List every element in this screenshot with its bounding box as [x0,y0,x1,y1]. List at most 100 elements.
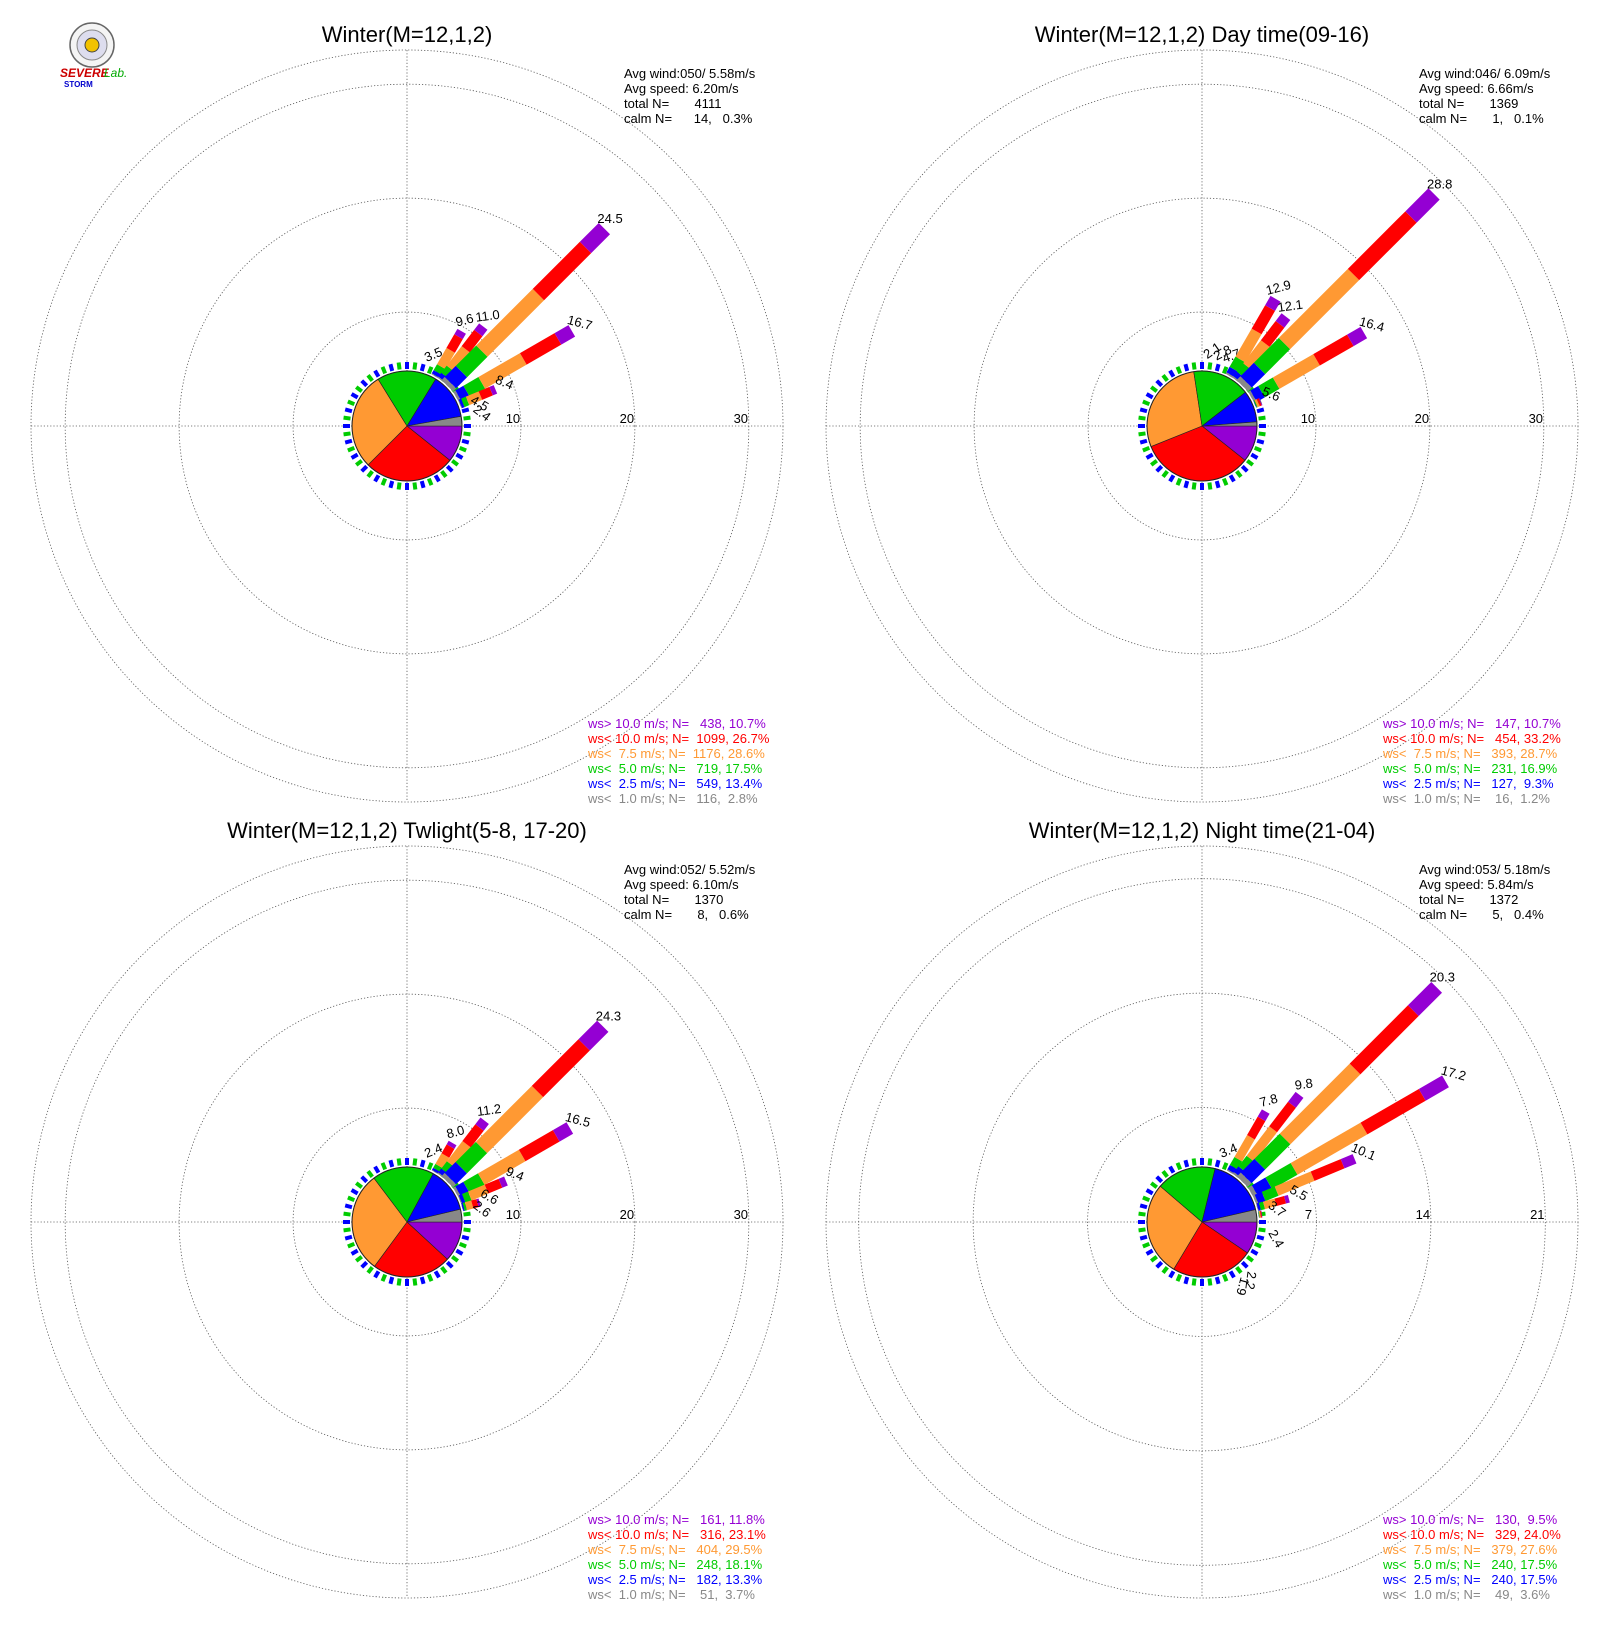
minor-sector-bar [1228,1270,1236,1279]
minor-sector-bar [1175,1162,1183,1171]
minor-sector-bar [461,407,470,414]
sector-bar-segment [1234,1166,1247,1179]
minor-sector-bar [360,379,369,388]
legend-entry: ws< 7.5 m/s; N= 1176, 28.6% [587,746,765,761]
minor-sector-bar [1207,482,1213,490]
sector-bar-segment [1229,356,1246,373]
sector-bar-segment [465,391,483,406]
minor-sector-bar [355,1255,363,1263]
sector-bar: 8.4 [457,372,516,409]
minor-sector-bar [1246,1255,1254,1263]
minor-sector-bar [396,362,402,370]
speed-class-pie [351,1166,463,1278]
minor-sector-bar [463,1227,471,1233]
sector-bar-segment [458,1193,466,1205]
sector-value-label: 2.2 [1242,1271,1259,1291]
ring-label: 21 [1530,1207,1544,1222]
legend-entry: ws> 10.0 m/s; N= 161, 11.8% [587,1512,765,1527]
sector-bar-segment [431,373,441,380]
minor-sector-bar [373,1270,381,1279]
ring-label: 30 [734,1207,748,1222]
minor-sector-bar [396,482,402,490]
minor-sector-bar [1139,1203,1148,1210]
legend-entry: ws< 1.0 m/s; N= 16, 1.2% [1382,791,1550,806]
minor-sector-bar [1142,1241,1151,1249]
sector-bar-segment [519,333,562,365]
minor-sector-bar [366,1266,374,1274]
sector-value-label: 2.4 [1265,1227,1287,1250]
minor-sector-bar [373,1165,381,1174]
minor-sector-bar [1250,452,1259,460]
sector-bar: 3.4 [1217,1140,1239,1161]
minor-sector-bar [380,366,388,375]
pie-outline [1146,370,1258,482]
minor-sector-bar [1256,438,1265,445]
minor-sector-bar [1168,369,1176,378]
sector-value-label: 8.0 [445,1122,466,1141]
minor-sector-bar [360,1260,369,1269]
legend-entry: ws< 7.5 m/s; N= 393, 28.7% [1382,746,1558,761]
minor-sector-bar [1214,1159,1221,1168]
wind-rose-panel: 10 20 30 Winter(M=12,1,2) Day time(09-16) Av… [825,22,1579,806]
sector-bar-segment [467,1184,489,1201]
minor-sector-bar [1138,1227,1146,1233]
sector-value-label: 16.5 [564,1109,592,1130]
sector-value-label: 12.1 [1277,297,1304,315]
minor-sector-bar [1155,1260,1164,1269]
minor-sector-bar [419,1276,426,1285]
minor-sector-bar [380,477,388,486]
stat-line: calm N= 1, 0.1% [1419,111,1544,126]
minor-sector-bar [463,1211,471,1217]
sector-value-label: 1.9 [1233,1276,1252,1297]
sector-bar: 9.6 [431,310,475,380]
sector-bar-segment [433,1163,444,1173]
sector-value-label: 17.2 [1439,1063,1467,1084]
minor-sector-bar [355,1181,363,1189]
sector-bar-segment [1261,1186,1279,1202]
sector-bar-segment [1274,1196,1287,1207]
stat-line: Avg wind:050/ 5.58m/s [624,66,756,81]
sector-bar-segment [1236,1172,1252,1188]
legend-entry: ws> 10.0 m/s; N= 438, 10.7% [587,716,766,731]
minor-sector-bar [412,1158,418,1166]
minor-sector-bar [426,1162,434,1171]
legend-entry: ws> 10.0 m/s; N= 130, 9.5% [1382,1512,1558,1527]
sector-bar: 3.7 [1258,1197,1289,1220]
minor-sector-bar [1138,431,1146,437]
sector-bar-segment [464,1200,474,1211]
legend-entry: ws< 5.0 m/s; N= 248, 18.1% [587,1557,763,1572]
minor-sector-bar [1183,1276,1190,1285]
minor-sector-bar [1253,1241,1262,1249]
sector-bar-segment [1226,1169,1236,1175]
minor-sector-bar [343,415,351,421]
sector-value-label: 20.3 [1430,970,1455,985]
legend-entry: ws< 5.0 m/s; N= 719, 17.5% [587,761,763,776]
sector-bar-segment [1407,981,1443,1017]
minor-sector-bar [388,1276,395,1285]
sector-bar-segment [1313,334,1354,366]
sector-bar: 2.4 [422,1140,444,1161]
minor-sector-bar [419,1159,426,1168]
sector-bar-segment [1340,1154,1357,1169]
sector-bar-segment [1257,1109,1270,1122]
sector-bar-segment [476,288,545,357]
chart-title: Winter(M=12,1,2) Night time(21-04) [1029,818,1376,843]
sector-bar-segment [478,386,493,400]
minor-sector-bar [458,445,467,453]
sector-bars: 3.59.6 11.024.516.78.44.52.4 [422,211,623,424]
minor-sector-bar [373,474,381,483]
sector-bar-segment [1347,211,1417,281]
sector-bar-segment [454,328,466,340]
wind-rose-panel: 10 20 30 Winter(M=12,1,2) Avg wind:050/ 5.58… [30,22,784,806]
minor-sector-bar [1207,1278,1213,1286]
sector-bar-segment [1254,399,1260,408]
minor-sector-bar [347,1241,356,1249]
minor-sector-bar [412,1278,418,1286]
minor-sector-bar [463,415,471,421]
sector-bars: 2.48.011.224.316.59.46.62.6 [422,1009,621,1221]
legend-entry: ws< 2.5 m/s; N= 549, 13.4% [587,776,763,791]
ring-label: 30 [1529,411,1543,426]
sector-bar-segment [1275,313,1291,328]
minor-sector-bar [350,1188,359,1196]
legend-entry: ws< 10.0 m/s; N= 1099, 26.7% [587,731,770,746]
